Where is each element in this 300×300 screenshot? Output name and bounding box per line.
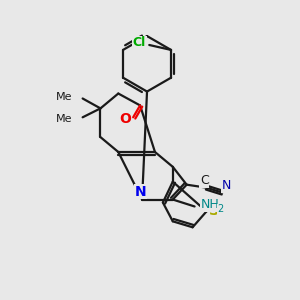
Text: NH: NH: [201, 198, 220, 211]
Text: Me: Me: [56, 92, 73, 101]
Text: S: S: [209, 204, 219, 218]
Text: O: O: [119, 112, 131, 126]
Text: Cl: Cl: [133, 37, 146, 50]
Text: Me: Me: [56, 114, 73, 124]
Text: N: N: [134, 184, 146, 199]
Text: N: N: [222, 179, 231, 192]
Text: 2: 2: [217, 204, 224, 214]
Text: C: C: [200, 174, 209, 187]
